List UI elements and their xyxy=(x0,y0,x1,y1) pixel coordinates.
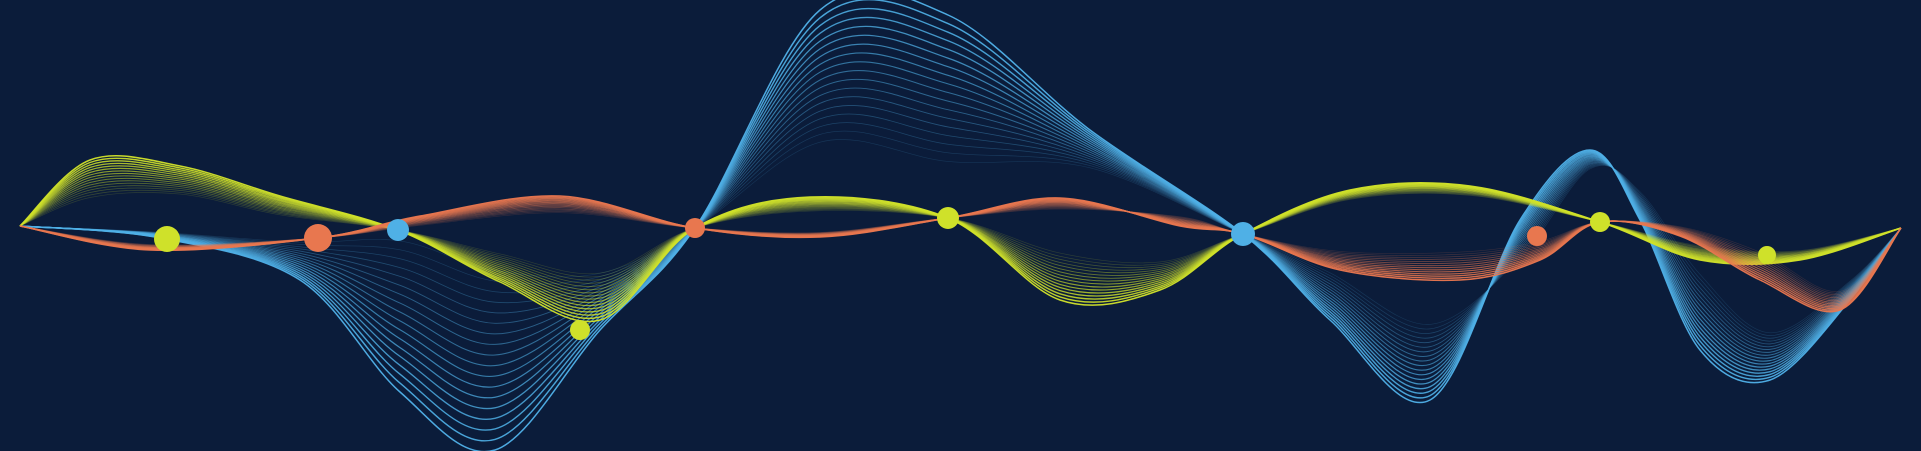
blue-wave-line xyxy=(19,16,1902,420)
blue-wave-line xyxy=(19,43,1902,388)
blue-wave-line xyxy=(19,0,1902,442)
blue-node xyxy=(1231,222,1255,246)
orange-node xyxy=(1527,226,1547,246)
yellow-node xyxy=(1590,212,1610,232)
blue-wave-line xyxy=(19,122,1902,339)
yellow-node xyxy=(154,226,180,252)
blue-wave-line xyxy=(19,25,1902,410)
blue-wave-line xyxy=(19,78,1902,357)
blue-wave-line xyxy=(19,0,1902,451)
wave-nodes xyxy=(154,207,1776,340)
blue-wave-bundle xyxy=(19,0,1902,451)
yellow-node xyxy=(570,320,590,340)
orange-node xyxy=(304,224,332,252)
orange-node xyxy=(685,218,705,238)
blue-wave-line xyxy=(19,113,1902,342)
blue-wave-line xyxy=(19,70,1902,362)
yellow-node xyxy=(937,207,959,229)
blue-wave-line xyxy=(19,52,1902,377)
yellow-node xyxy=(1758,246,1776,264)
blue-wave-line xyxy=(19,61,1902,367)
blue-wave-line xyxy=(19,130,1902,336)
blue-wave-line xyxy=(19,139,1902,334)
blue-wave-line xyxy=(19,7,1902,431)
blue-node xyxy=(387,219,409,241)
blue-wave-line xyxy=(19,34,1902,399)
